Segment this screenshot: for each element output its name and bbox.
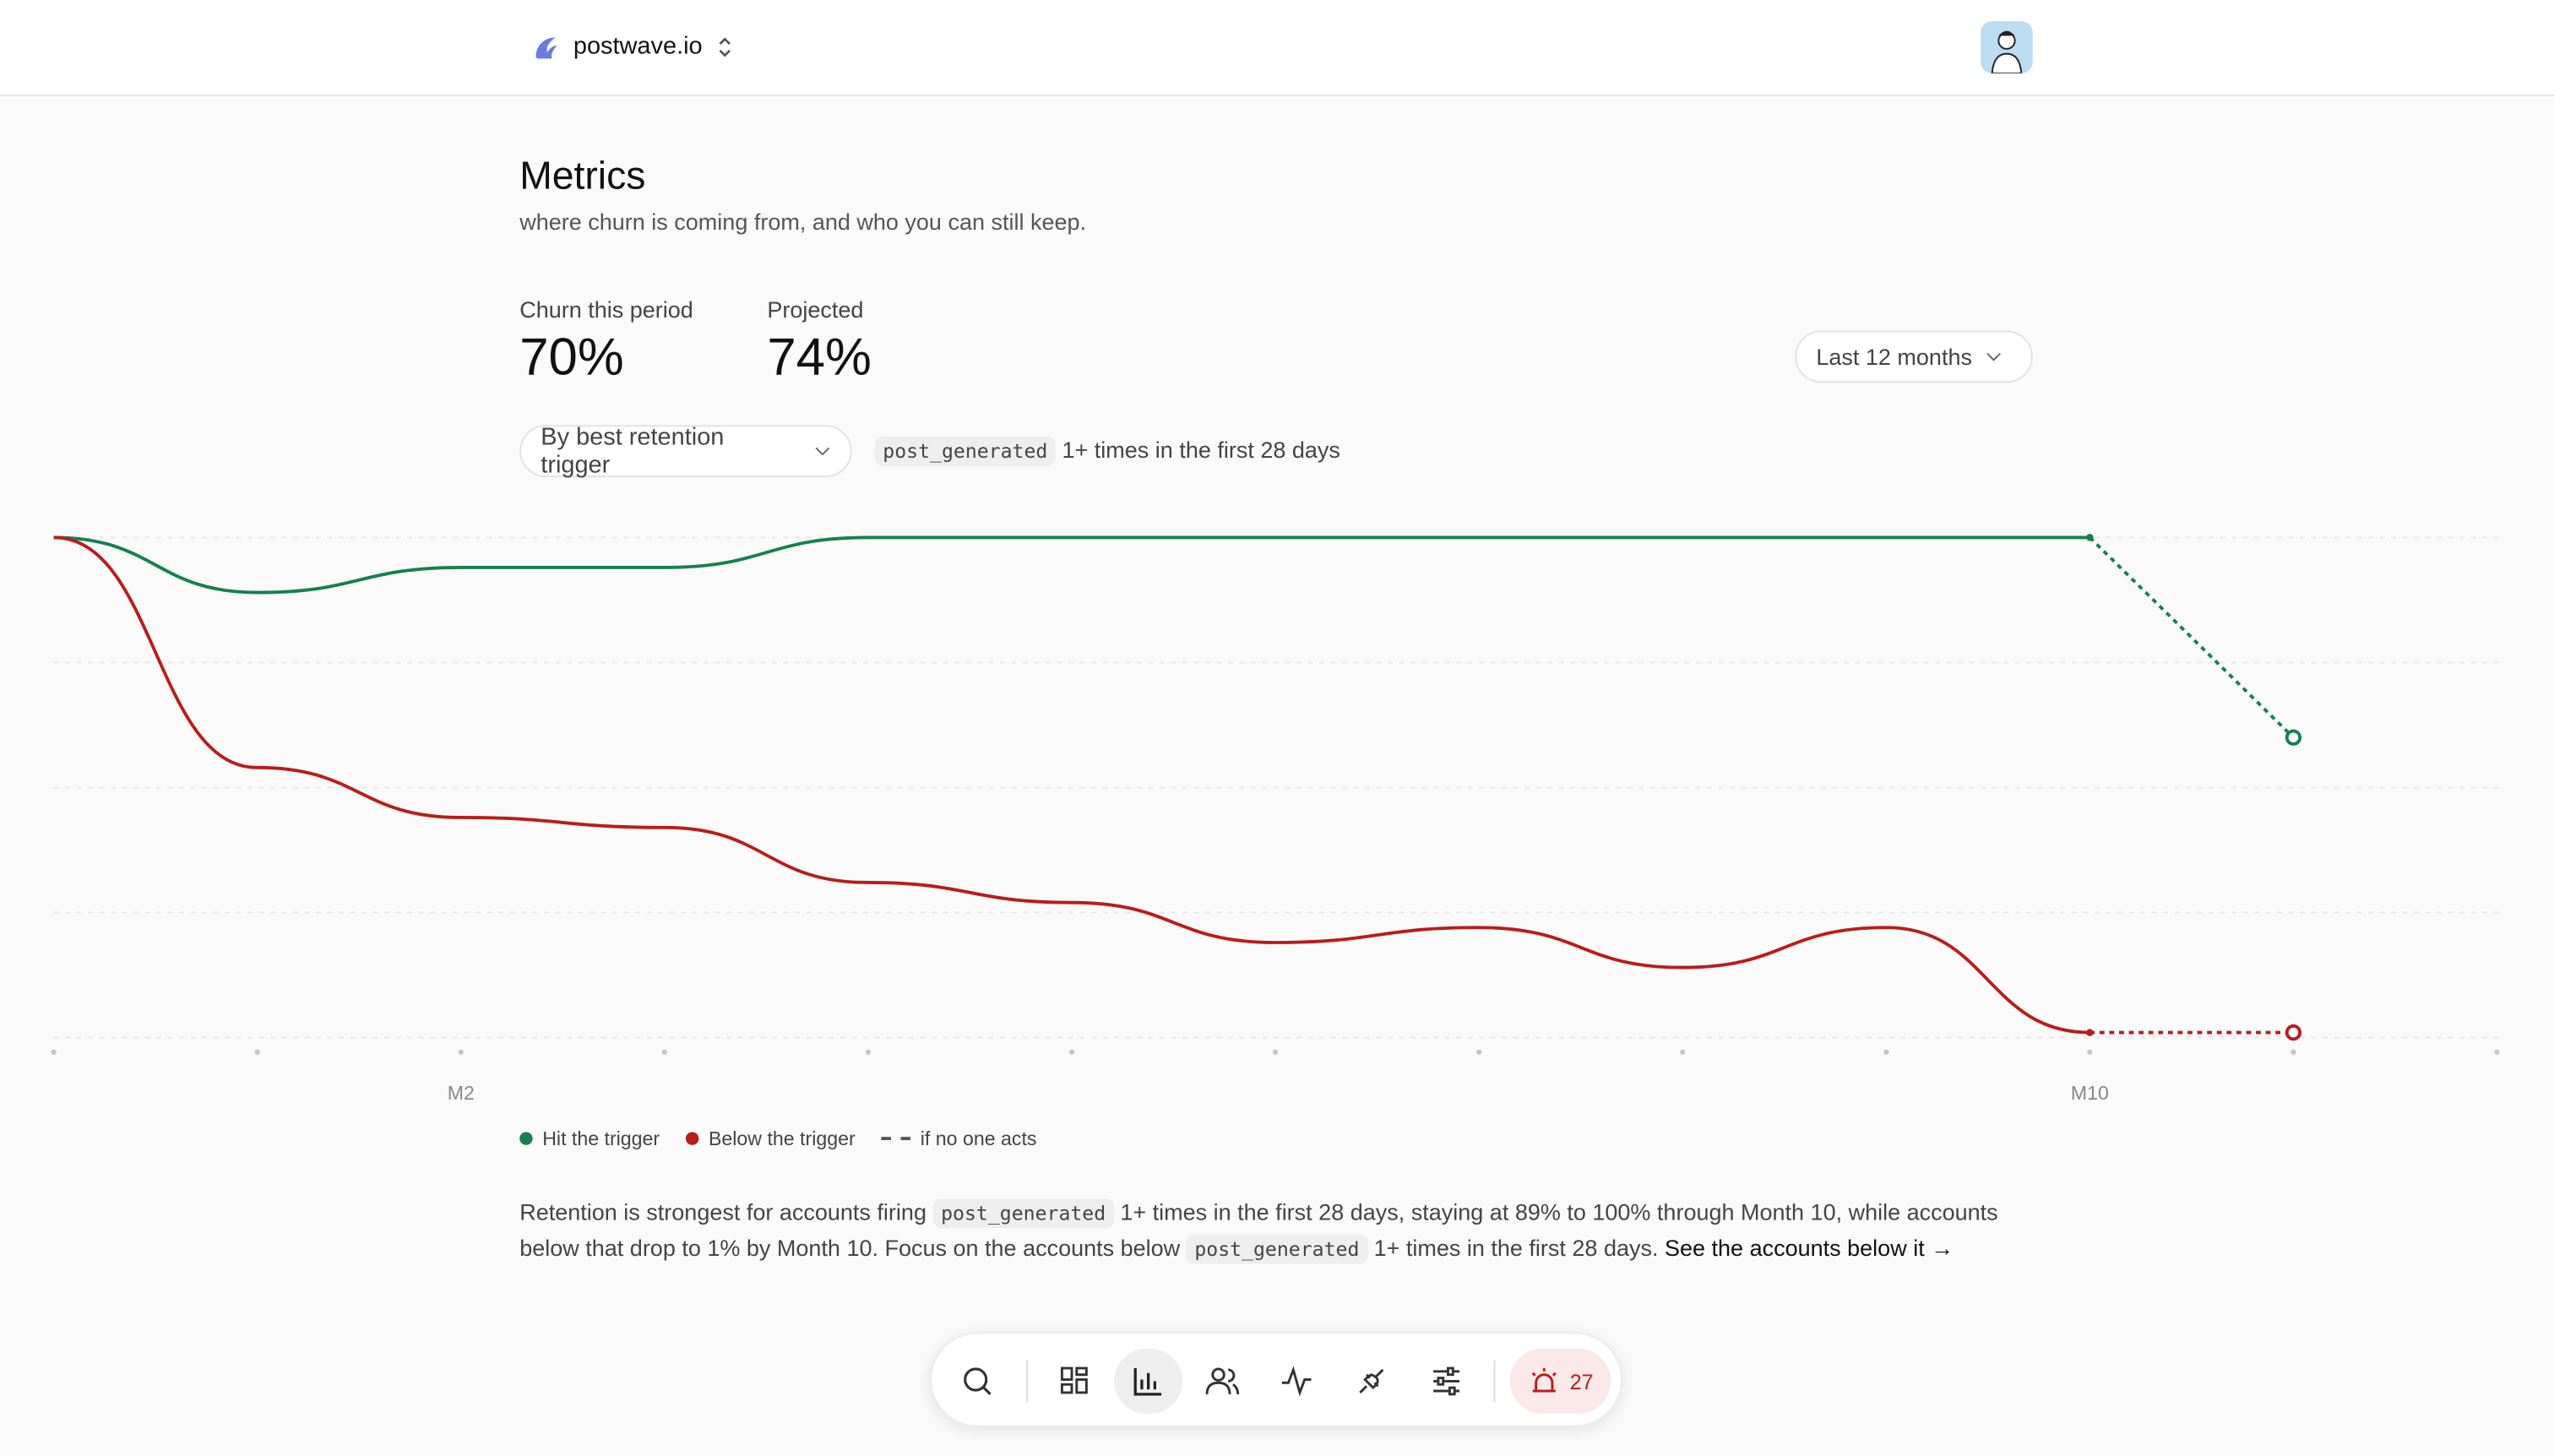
alert-count: 27 <box>1569 1368 1594 1394</box>
x-tick <box>865 1049 872 1055</box>
x-tick <box>2087 1049 2093 1055</box>
range-dropdown[interactable]: Last 12 months <box>1795 330 2033 383</box>
summary-text: Retention is strongest for accounts firi… <box>519 1198 933 1225</box>
chevron <box>1986 352 2001 361</box>
alerts-button[interactable]: 27 <box>1509 1348 1611 1414</box>
group-label: By best retention trigger <box>541 423 725 479</box>
projected-point <box>2285 1024 2302 1041</box>
settings-button[interactable] <box>1430 1365 1463 1398</box>
x-tick <box>1068 1049 1075 1055</box>
top-bar: postwave.io <box>0 0 2554 96</box>
projected-point <box>2285 729 2302 746</box>
x-tick <box>1883 1049 1889 1055</box>
x-tick <box>51 1049 57 1055</box>
group-dropdown[interactable]: By best retention trigger <box>519 423 852 479</box>
chart: M2 M10 <box>51 534 2501 1104</box>
trigger: post_generated 1+ times in the first 28 … <box>874 436 1340 466</box>
legend-label: if no one acts <box>920 1127 1037 1150</box>
avatar[interactable] <box>1981 21 2033 73</box>
x-tick <box>1680 1049 1686 1055</box>
x-tick <box>2290 1049 2296 1055</box>
toolbar: 27 <box>930 1332 1622 1427</box>
range-label: Last 12 months <box>1816 343 1972 370</box>
condition: 1+ times in the first 28 days <box>1062 436 1340 463</box>
event-code: post_generated <box>1186 1234 1368 1264</box>
divider <box>1025 1360 1028 1403</box>
x-tick <box>661 1049 667 1055</box>
page-subtitle: where churn is coming from, and who you … <box>519 208 1087 235</box>
workspace-name[interactable]: postwave.io <box>573 32 703 61</box>
x-tick <box>1272 1049 1279 1055</box>
alert-icon <box>1531 1367 1557 1393</box>
metric-value: 70% <box>519 327 624 387</box>
metric-value: 74% <box>767 327 872 387</box>
workspace-switcher[interactable] <box>715 34 735 60</box>
legend-swatch <box>685 1132 699 1145</box>
x-tick-label: M10 <box>2071 1082 2109 1104</box>
accounts-link[interactable]: See the accounts below it → <box>1664 1234 1954 1261</box>
x-tick <box>1476 1049 1482 1055</box>
summary-text: 1+ times in the first 28 days, staying a… <box>519 1198 1998 1261</box>
integrations-button[interactable] <box>1356 1365 1388 1398</box>
metric-label: Projected <box>767 296 864 323</box>
chevron <box>815 447 830 456</box>
legend: Hit the trigger Below the trigger if no on… <box>519 1127 1036 1150</box>
metrics-button[interactable] <box>1132 1365 1165 1398</box>
x-tick <box>2494 1049 2500 1055</box>
x-tick <box>458 1049 464 1055</box>
series-line <box>53 535 2090 595</box>
dashboard-button[interactable] <box>1059 1365 1092 1398</box>
summary-text: 1+ times in the first 28 days. <box>1367 1234 1665 1261</box>
x-tick-label: M2 <box>448 1082 475 1104</box>
divider <box>1493 1360 1496 1403</box>
legend-item: Below the trigger <box>685 1127 856 1150</box>
series-line <box>53 535 2090 1035</box>
activity-button[interactable] <box>1280 1365 1313 1398</box>
page-title: Metrics <box>519 155 646 199</box>
legend-swatch <box>881 1137 911 1140</box>
legend-label: Below the trigger <box>708 1127 856 1150</box>
event-code: post_generated <box>932 1198 1114 1229</box>
summary: Retention is strongest for accounts firi… <box>519 1196 2035 1268</box>
event-code: post_generated <box>874 436 1057 466</box>
logo <box>535 37 557 59</box>
metric-label: Churn this period <box>519 296 693 323</box>
search-button[interactable] <box>961 1365 994 1398</box>
x-tick <box>254 1049 260 1055</box>
legend-item: if no one acts <box>881 1127 1037 1150</box>
legend-swatch <box>519 1132 533 1145</box>
legend-item: Hit the trigger <box>519 1127 660 1150</box>
people-button[interactable] <box>1205 1365 1241 1398</box>
projection-line <box>2089 536 2295 739</box>
legend-label: Hit the trigger <box>542 1127 660 1150</box>
